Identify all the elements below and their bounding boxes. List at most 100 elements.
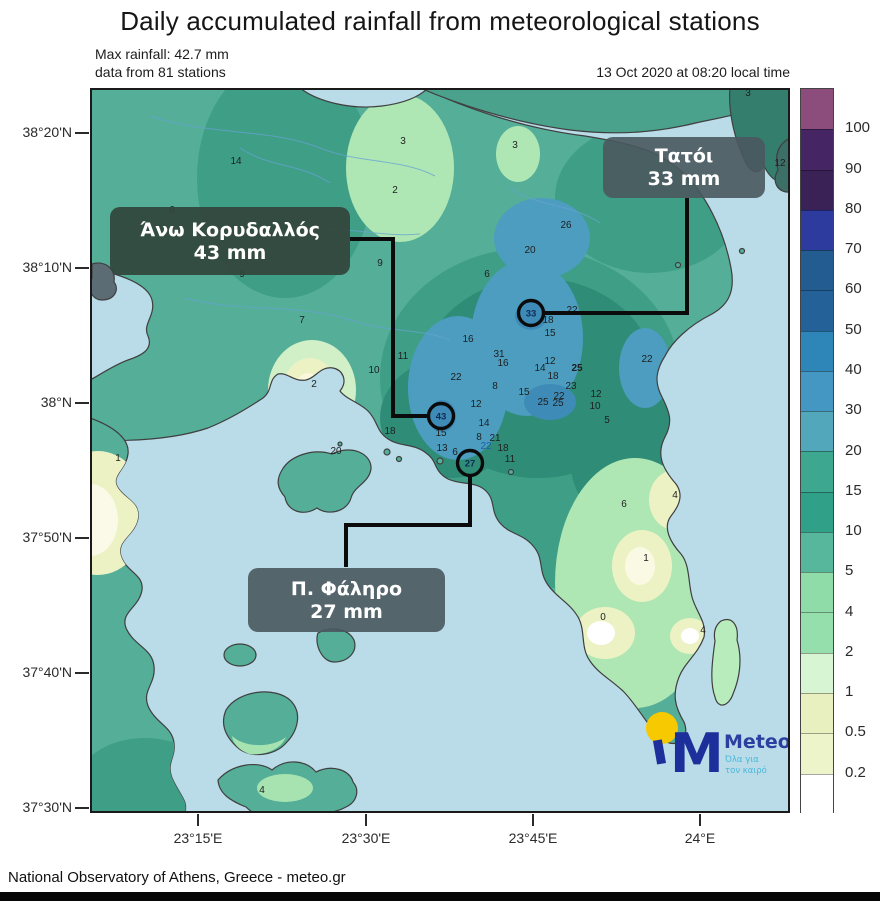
- station-value: 25: [571, 363, 583, 374]
- attribution: National Observatory of Athens, Greece -…: [8, 869, 346, 886]
- station-value: 11: [505, 454, 516, 465]
- makronisos-island: [711, 619, 741, 706]
- station-value: 22: [480, 441, 492, 452]
- station-value: 2: [311, 379, 317, 390]
- datetime-note: 13 Oct 2020 at 08:20 local time: [596, 64, 790, 80]
- station-value: 31: [493, 349, 505, 360]
- lon-tick-mark: [197, 814, 199, 826]
- station-value: 2: [392, 185, 398, 196]
- station-value: 7: [299, 315, 305, 326]
- highlighted-station-value: 33: [526, 309, 537, 320]
- colorbar-segment: [801, 612, 833, 653]
- station-value: 20: [330, 446, 342, 457]
- figure-title: Daily accumulated rainfall from meteorol…: [120, 6, 760, 36]
- lat-tick-mark: [75, 402, 89, 404]
- max-rainfall-note: Max rainfall: 42.7 mm: [95, 46, 229, 62]
- lon-tick-label: 23°45'E: [508, 830, 558, 846]
- callout-station-name: Π. Φάληρο: [290, 577, 403, 600]
- callout-connectors: [344, 198, 689, 567]
- colorbar-value-label: 70: [845, 240, 862, 258]
- colorbar-value-label: 50: [845, 320, 862, 338]
- station-values-layer: 1432331269971110212620622181516311622121…: [115, 88, 786, 796]
- colorbar-value-label: 15: [845, 481, 862, 499]
- station-value: 9: [377, 258, 383, 269]
- station-value: 25: [552, 398, 564, 409]
- lat-tick-label: 37°30'N: [22, 799, 72, 815]
- colorbar-segment: [801, 531, 833, 573]
- colorbar-segment: [801, 692, 833, 734]
- station-value: 16: [497, 358, 509, 369]
- station-value: 4: [259, 785, 265, 796]
- meteo-logo: M Meteo Όλα για τον καιρό: [646, 712, 790, 785]
- station-value: 22: [553, 391, 565, 402]
- colorbar-segment: [801, 411, 833, 452]
- station-value: 11: [398, 351, 409, 362]
- colorbar-segment: [801, 491, 833, 532]
- logo-monogram: M: [670, 722, 724, 785]
- colorbar-segment: [801, 129, 833, 170]
- highlighted-station-circle: [516, 298, 546, 328]
- callout-station-name: Άνω Κορυδαλλός: [140, 218, 320, 241]
- colorbar-segment: [801, 209, 833, 251]
- highlighted-station-circle: [455, 448, 485, 478]
- station-value: 0: [600, 612, 606, 623]
- station-value: 3: [512, 140, 518, 151]
- lat-tick-mark: [75, 132, 89, 134]
- station-value: 10: [368, 365, 380, 376]
- station-value: 20: [524, 245, 536, 256]
- station-value: 12: [544, 356, 556, 367]
- map-area: 1432331269971110212620622181516311622121…: [90, 88, 790, 813]
- station-value: 14: [534, 363, 546, 374]
- agistri-island: [223, 643, 257, 667]
- station-value: 6: [452, 447, 458, 458]
- colorbar-segment: [801, 652, 833, 693]
- colorbar-segment: [801, 290, 833, 331]
- station-value: 12: [470, 399, 482, 410]
- station-value: 1: [115, 453, 121, 464]
- station-value: 18: [384, 426, 396, 437]
- colorbar-segment: [801, 89, 833, 130]
- callout-tatoi: Τατόι 33 mm: [603, 137, 765, 198]
- colorbar-value-label: 4: [845, 602, 854, 620]
- lat-tick-mark: [75, 672, 89, 674]
- callout-station-value: 27 mm: [310, 600, 383, 623]
- logo-tagline-2: τον καιρό: [725, 765, 767, 776]
- colorbar-value-label: 0.5: [845, 723, 866, 741]
- station-value: 6: [621, 499, 627, 510]
- station-value: 13: [436, 443, 448, 454]
- lon-tick-mark: [532, 814, 534, 826]
- station-value: 3: [400, 136, 406, 147]
- lat-tick-label: 38°20'N: [22, 124, 72, 140]
- callout-station-value: 43 mm: [193, 241, 267, 264]
- station-value: 25: [537, 397, 549, 408]
- callout-station-value: 33 mm: [647, 168, 721, 190]
- colorbar: [800, 88, 834, 814]
- islands: [217, 247, 746, 813]
- lon-tick-label: 23°30'E: [341, 830, 391, 846]
- station-value: 18: [497, 443, 509, 454]
- station-value: 8: [476, 432, 482, 443]
- lon-tick-mark: [365, 814, 367, 826]
- station-value: 4: [700, 625, 706, 636]
- callout-p-faliro: Π. Φάληρο 27 mm: [248, 568, 445, 632]
- colorbar-value-label: 2: [845, 642, 854, 660]
- lat-tick-mark: [75, 267, 89, 269]
- station-value: 22: [641, 354, 653, 365]
- highlighted-station-value: 43: [436, 412, 447, 423]
- station-value: 14: [478, 418, 490, 429]
- salamina-island: [277, 449, 372, 513]
- callout-ano-korydallos: Άνω Κορυδαλλός 43 mm: [110, 207, 350, 275]
- colorbar-value-label: 100: [845, 119, 871, 137]
- lat-tick-label: 38°N: [40, 394, 72, 410]
- station-value: 18: [547, 371, 559, 382]
- station-value: 4: [672, 490, 678, 501]
- colorbar-value-label: 1: [845, 683, 854, 701]
- lat-tick-label: 37°40'N: [22, 664, 72, 680]
- colorbar-value-label: 5: [845, 562, 854, 580]
- station-count-note: data from 81 stations: [95, 64, 226, 80]
- lon-tick-label: 24°E: [684, 830, 716, 846]
- colorbar-segment: [801, 169, 833, 210]
- rainfall-map: 1432331269971110212620622181516311622121…: [90, 88, 790, 813]
- colorbar-segment: [801, 733, 833, 774]
